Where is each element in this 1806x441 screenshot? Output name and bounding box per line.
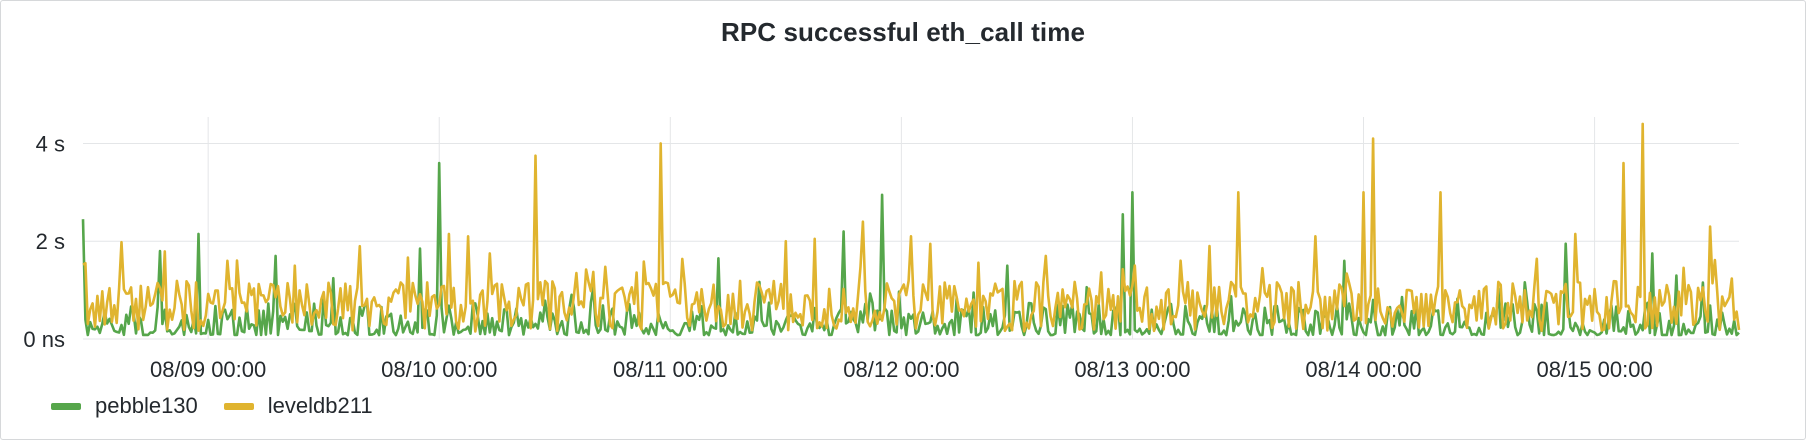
legend-label: pebble130	[95, 393, 198, 418]
legend-swatch	[223, 402, 254, 410]
y-tick-label: 4 s	[36, 131, 65, 156]
legend-swatch	[51, 402, 81, 410]
x-tick-label: 08/10 00:00	[381, 357, 497, 382]
series-line-leveldb211	[82, 122, 1741, 333]
series-line-pebble130	[81, 161, 1740, 337]
chart-legend: pebble130 leveldb211	[51, 393, 399, 419]
y-axis-labels: 0 ns 2 s 4 s	[23, 131, 65, 352]
x-tick-label: 08/12 00:00	[843, 357, 959, 382]
legend-label: leveldb211	[267, 393, 373, 418]
x-tick-label: 08/09 00:00	[150, 357, 266, 382]
x-tick-label: 08/14 00:00	[1305, 357, 1421, 382]
x-tick-label: 08/15 00:00	[1536, 357, 1652, 382]
y-tick-label: 0 ns	[23, 327, 65, 352]
x-tick-label: 08/13 00:00	[1074, 357, 1190, 382]
series-lines	[81, 122, 1741, 337]
legend-item-pebble130[interactable]: pebble130	[51, 393, 198, 419]
panel-title: RPC successful eth_call time	[720, 17, 1086, 47]
x-axis-labels: 08/09 00:00 08/10 00:00 08/11 00:00 08/12 0…	[150, 357, 1653, 382]
x-tick-label: 08/11 00:00	[613, 357, 728, 382]
y-tick-label: 2 s	[36, 229, 65, 254]
legend-item-leveldb211[interactable]: leveldb211	[223, 393, 373, 419]
